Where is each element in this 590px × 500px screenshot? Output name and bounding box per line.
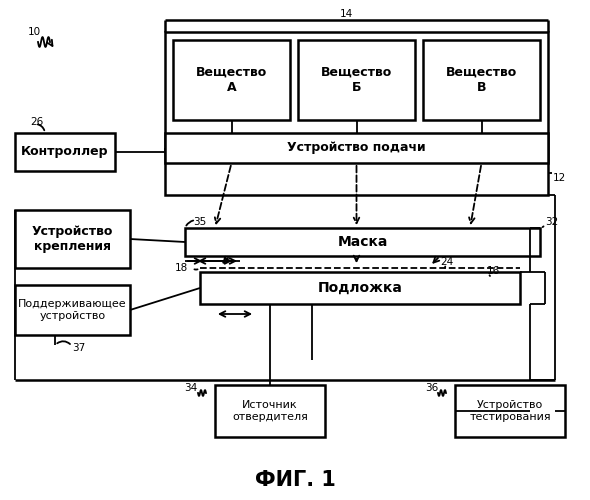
Bar: [15, 210, 130, 268]
Text: 18: 18: [175, 263, 188, 273]
Bar: [15, 285, 130, 335]
Text: Подложка: Подложка: [317, 281, 402, 295]
Text: 10: 10: [28, 27, 41, 37]
Text: 24: 24: [440, 257, 453, 267]
Text: Устройство
тестирования: Устройство тестирования: [469, 400, 551, 422]
Text: Вещество
Б: Вещество Б: [321, 66, 392, 94]
Bar: [455, 385, 565, 437]
Bar: [165, 32, 548, 195]
Bar: [423, 40, 540, 120]
Text: 32: 32: [545, 217, 558, 227]
Bar: [215, 385, 325, 437]
Bar: [200, 272, 520, 304]
Bar: [173, 40, 290, 120]
Text: 26: 26: [30, 117, 43, 127]
Text: Вещество
В: Вещество В: [446, 66, 517, 94]
Bar: [165, 133, 548, 163]
Bar: [15, 133, 115, 171]
Bar: [298, 40, 415, 120]
Bar: [185, 228, 540, 256]
Text: 14: 14: [340, 9, 353, 19]
Text: Маска: Маска: [337, 235, 388, 249]
Text: Устройство подачи: Устройство подачи: [287, 142, 426, 154]
Text: 12: 12: [553, 173, 566, 183]
Text: 35: 35: [193, 217, 206, 227]
Text: Устройство
крепления: Устройство крепления: [32, 225, 113, 253]
Text: ФИГ. 1: ФИГ. 1: [254, 470, 336, 490]
Text: 16: 16: [487, 266, 500, 276]
Text: Контроллер: Контроллер: [21, 146, 109, 158]
Text: Вещество
А: Вещество А: [196, 66, 267, 94]
Text: Источник
отвердителя: Источник отвердителя: [232, 400, 308, 422]
Text: Поддерживающее
устройство: Поддерживающее устройство: [18, 299, 127, 321]
Text: 37: 37: [72, 343, 85, 353]
Text: 34: 34: [183, 383, 197, 393]
Text: 36: 36: [425, 383, 438, 393]
